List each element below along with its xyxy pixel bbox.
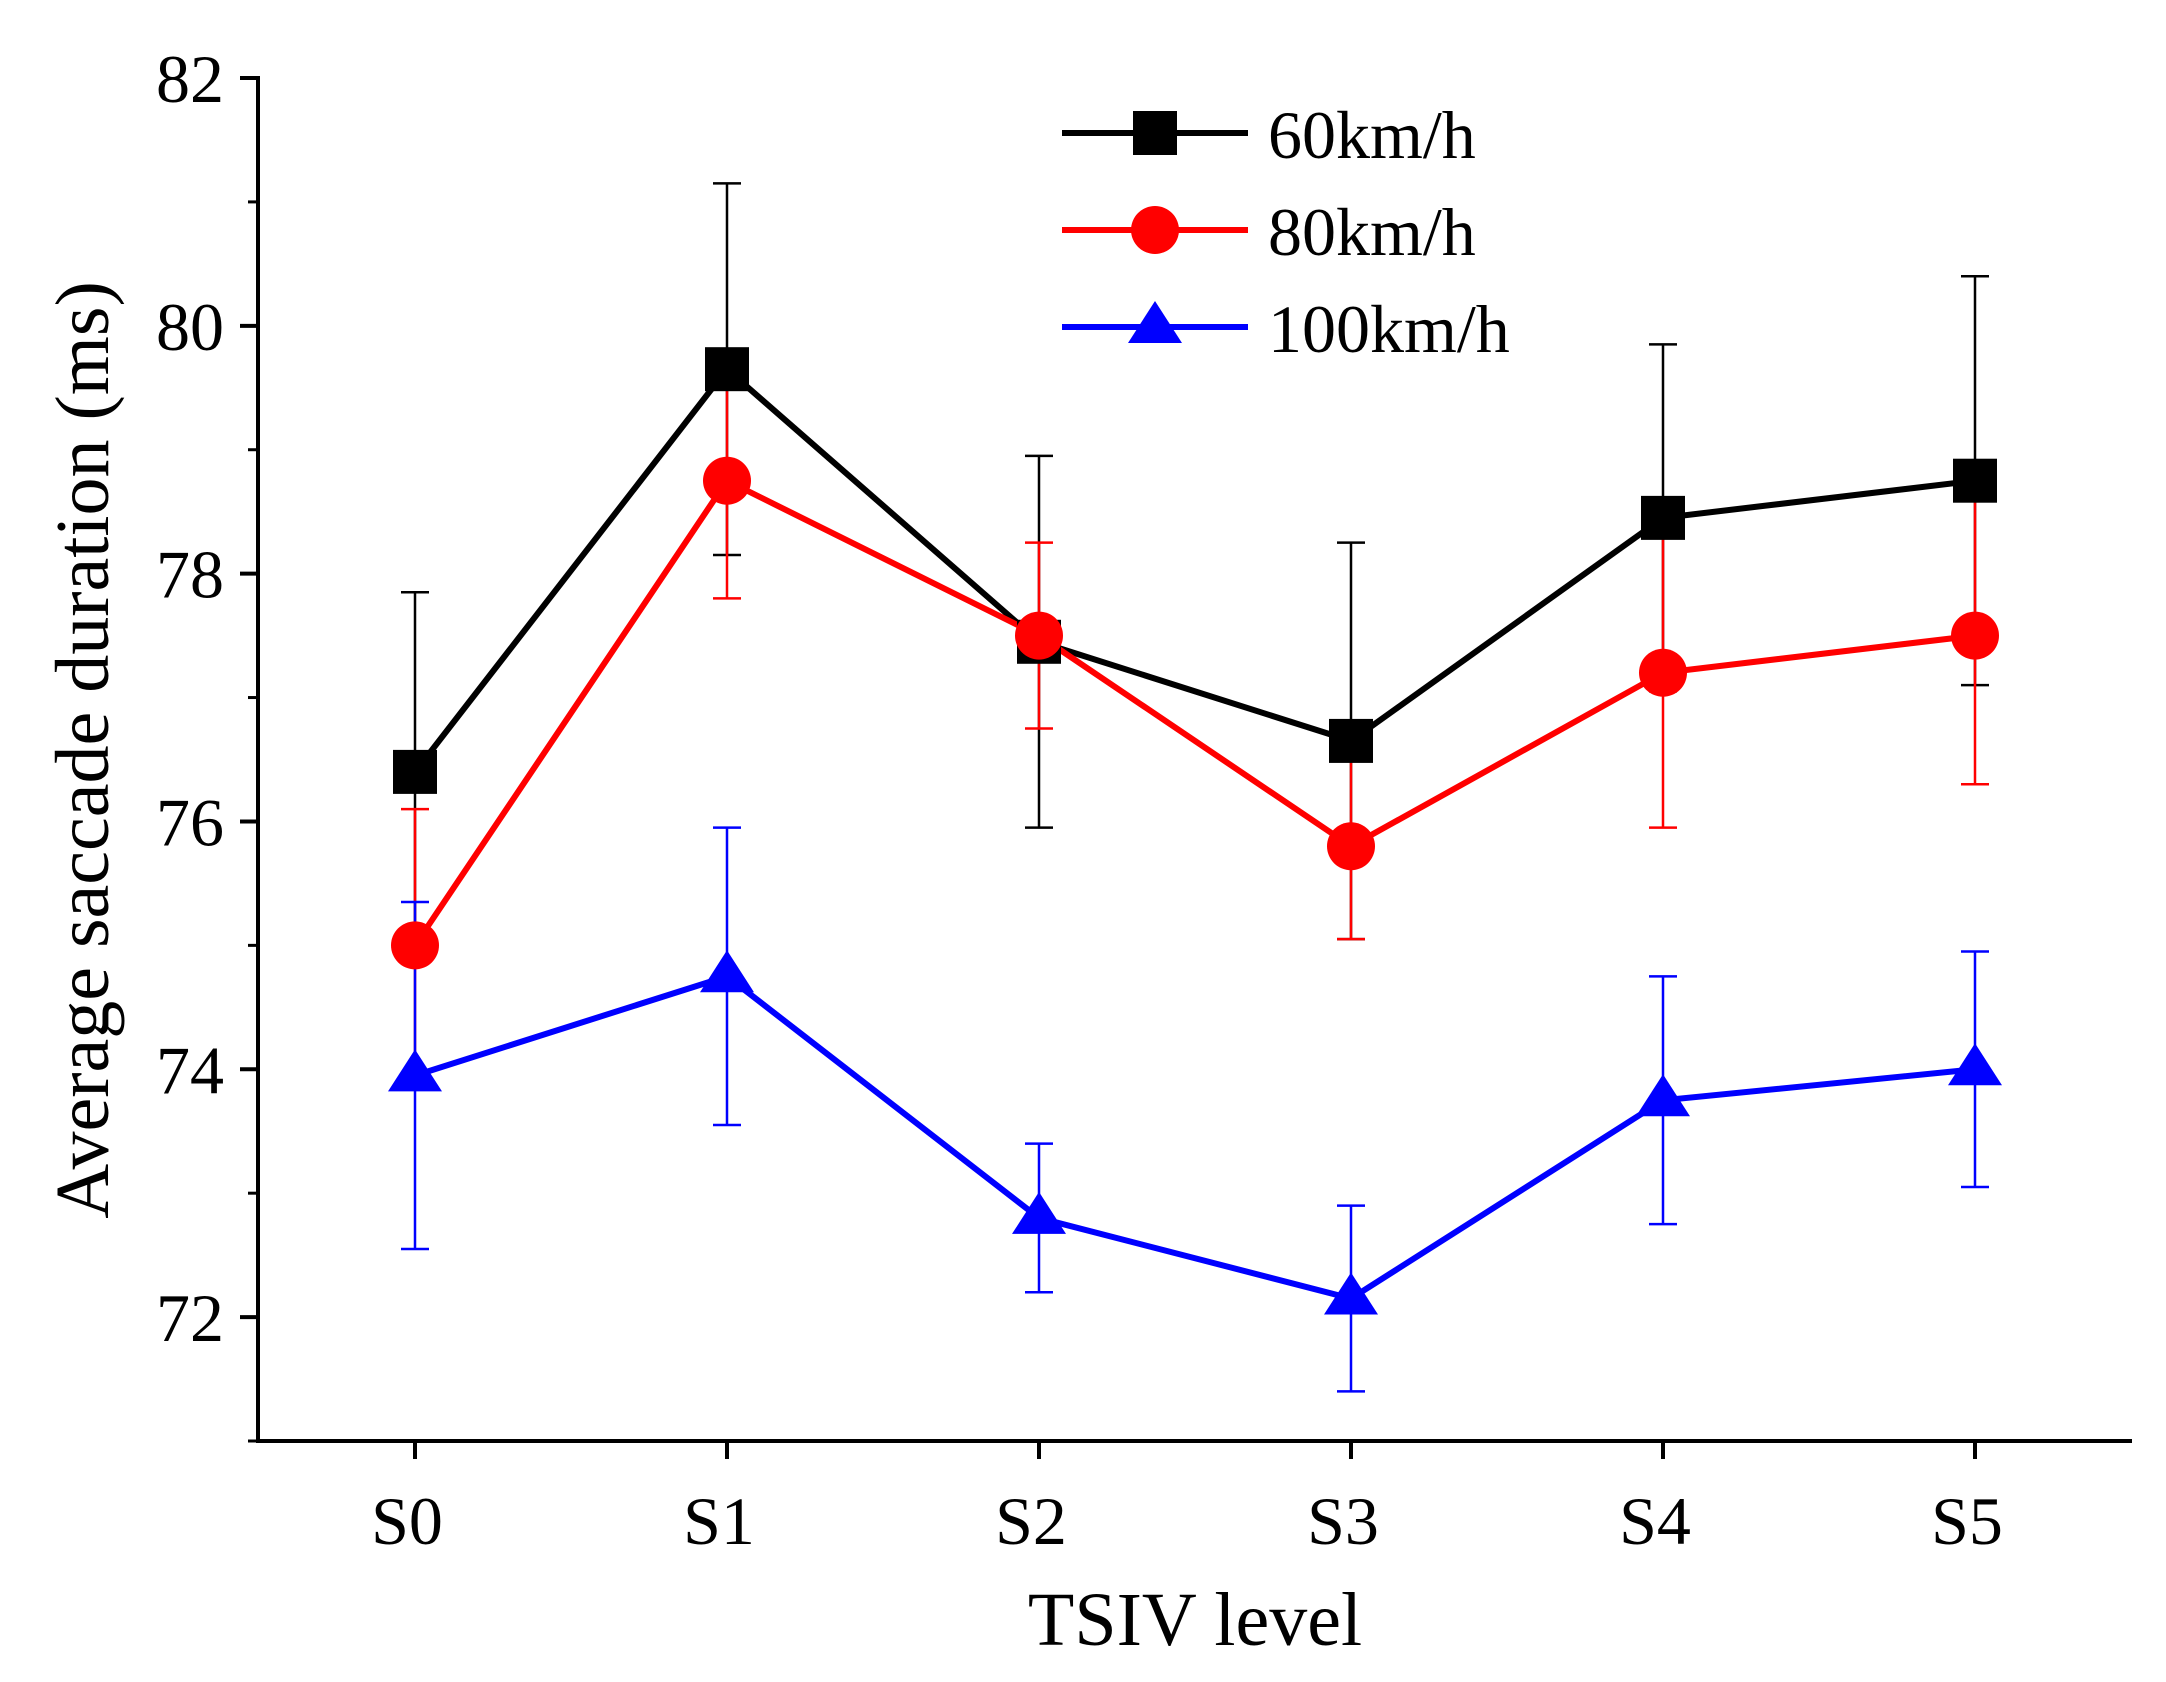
series-line-80kmh	[412, 476, 1976, 948]
data-point-60kmh	[1953, 458, 1997, 503]
data-point-60kmh	[1641, 495, 1685, 540]
data-point-80kmh	[1015, 611, 1063, 660]
data-point-60kmh	[1329, 718, 1373, 763]
axes: 72 74 76 78 80 82 S0 S1 S2 S3 S4 S5	[156, 41, 2132, 1559]
data-point-100kmh	[1948, 1043, 2002, 1086]
data-point-80kmh	[1951, 611, 1999, 660]
data-point-80kmh	[391, 921, 439, 970]
data-point-100kmh	[1636, 1074, 1690, 1117]
series-markers	[388, 347, 2002, 1315]
data-point-60kmh	[393, 749, 437, 794]
x-tick-label: S4	[1619, 1483, 1691, 1559]
legend-marker-80kmh	[1131, 206, 1179, 254]
legend-marker-100kmh	[1128, 300, 1182, 343]
legend-marker-60kmh	[1133, 111, 1177, 155]
legend-label-100kmh: 100km/h	[1268, 291, 1510, 367]
data-point-100kmh	[388, 1049, 442, 1092]
series-line-100kmh	[414, 973, 1976, 1302]
x-axis-label: TSIV level	[1028, 1578, 1362, 1662]
legend-label-60kmh: 60km/h	[1268, 97, 1476, 173]
y-tick-label: 80	[156, 289, 224, 365]
legend: 60km/h 80km/h 100km/h	[1062, 97, 1510, 367]
series-lines	[412, 364, 1976, 1302]
y-axis-label: Average saccade duration (ms)	[41, 281, 125, 1219]
x-tick-label: S3	[1307, 1483, 1379, 1559]
x-tick-label: S2	[995, 1483, 1067, 1559]
y-tick-label: 76	[156, 784, 224, 860]
legend-label-80kmh: 80km/h	[1268, 194, 1476, 270]
data-point-60kmh	[705, 347, 749, 392]
data-point-80kmh	[1327, 822, 1375, 871]
data-point-100kmh	[1324, 1272, 1378, 1315]
data-point-80kmh	[1639, 648, 1687, 697]
series-line-60kmh	[412, 364, 1976, 774]
data-point-80kmh	[703, 456, 751, 505]
x-tick-label: S5	[1931, 1483, 2003, 1559]
y-tick-label: 72	[156, 1280, 224, 1356]
error-bars	[401, 182, 1989, 1393]
y-tick-label: 78	[156, 537, 224, 613]
y-tick-label: 82	[156, 41, 224, 117]
data-point-100kmh	[700, 950, 754, 993]
y-tick-label: 74	[156, 1032, 224, 1108]
x-tick-label: S0	[371, 1483, 443, 1559]
data-point-100kmh	[1012, 1191, 1066, 1234]
x-tick-label: S1	[683, 1483, 755, 1559]
